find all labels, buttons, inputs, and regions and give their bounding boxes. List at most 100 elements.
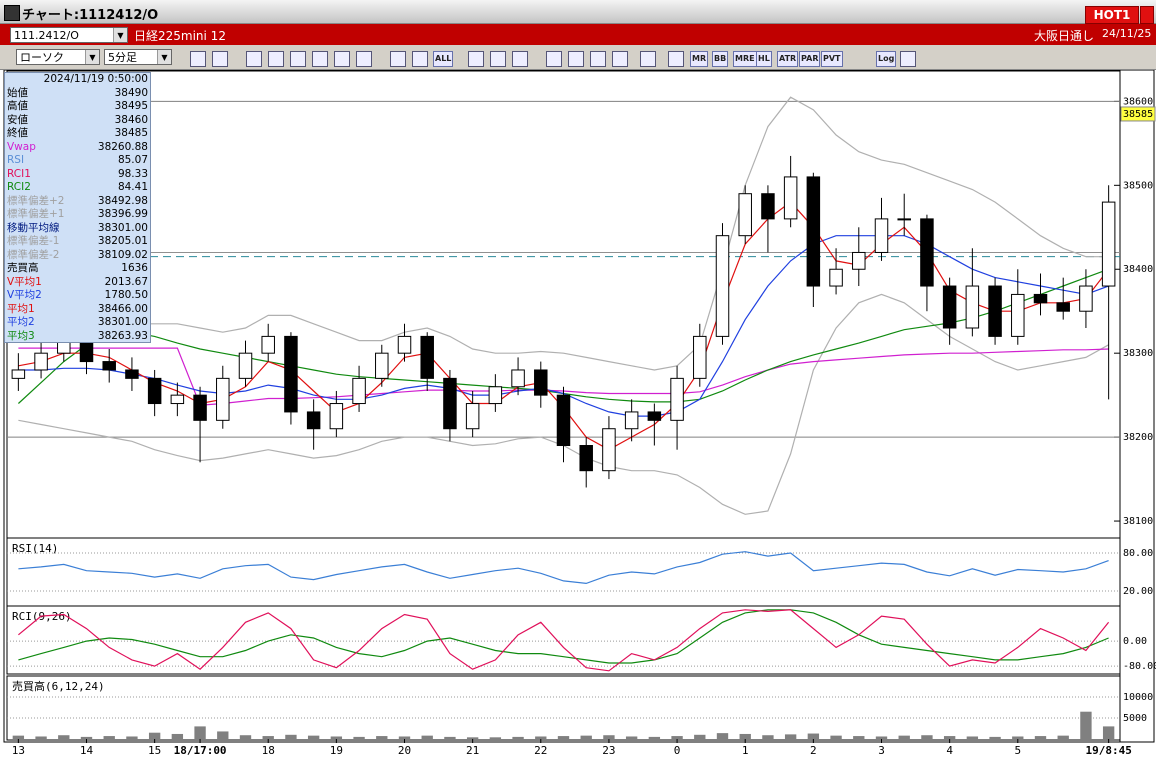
toolbar-icon[interactable] [568,51,584,67]
toolbar-icon[interactable] [468,51,484,67]
y-tick-label: 5000 [1123,713,1147,724]
info-value: 38490 [114,86,148,99]
bar [1034,736,1047,739]
toolbar-button[interactable]: HL [756,51,772,67]
candle-body [1011,293,1025,337]
window-title: チャート:1112412/O [22,8,159,23]
info-row: RSI 85.07 [7,154,148,168]
toolbar-icon[interactable] [268,51,284,67]
info-value: 1636 [121,262,148,274]
toolbar-icon[interactable] [190,51,206,67]
bar [921,735,933,739]
x-tick-label: 18/17:00 [174,744,227,757]
y-tick-label: 38600 [1123,96,1153,107]
bar [103,736,115,739]
candle-body [783,176,798,220]
bar [580,735,592,739]
y-tick-label: 38100 [1123,516,1153,527]
toolbar-icon[interactable] [312,51,328,67]
last-price-box [1120,106,1156,122]
hot-button[interactable]: HOT1 [1085,6,1139,24]
info-label: Vwap [7,140,36,153]
info-row: 標準偏差+1 38396.99 [7,208,148,222]
bar [330,736,343,739]
candle-body [693,335,707,379]
bar [307,735,320,739]
toolbar-icon[interactable] [390,51,406,67]
info-label: 移動平均線 [7,221,60,234]
bar [603,735,615,739]
candle-body [170,394,185,405]
bar [762,735,774,739]
toolbar-button[interactable]: MRE [733,51,757,67]
toolbar-button[interactable]: PVT [821,51,843,67]
bar [739,733,751,739]
toolbar-icon[interactable] [490,51,506,67]
candle-body [715,235,730,337]
close-button[interactable] [1140,6,1154,24]
toolbar-icon[interactable] [290,51,306,67]
candle-body [284,335,298,413]
candle-body [920,218,934,287]
info-value: 38301.00 [97,221,148,234]
symbol-input[interactable]: 111.2412/O ▼ [10,27,128,43]
bar [35,736,47,739]
symbol-bar: 111.2412/O ▼ 日経225mini 12 大阪日通し 24/11/25 [0,24,1156,45]
line [18,551,1109,585]
candle-body [965,285,980,329]
toolbar-icon[interactable] [900,51,916,67]
bar [285,734,297,739]
info-value: 38495 [114,100,148,112]
x-tick-label: 18 [262,744,275,757]
info-row: 移動平均線 38301.00 [7,222,148,236]
bar [262,736,274,739]
info-value: 85.07 [117,154,148,166]
y-tick-label: 20.00 [1123,586,1153,597]
toolbar-icon[interactable] [246,51,262,67]
chart-style-select[interactable]: ローソク ▼ [16,49,100,65]
info-row: 標準偏差-2 38109.02 [7,249,148,263]
bar [853,736,865,739]
info-row: 標準偏差+2 38492.98 [7,195,148,209]
line [18,609,1110,672]
toolbar-icon[interactable] [590,51,606,67]
toolbar-button[interactable]: ATR [777,51,799,67]
x-tick-label: 2 [810,744,817,757]
bar [875,736,888,739]
bar [1080,711,1092,739]
info-value: 38109.02 [97,248,148,261]
info-row: V平均1 2013.67 [7,276,148,290]
info-label: RCI2 [7,181,31,193]
toolbar-icon[interactable] [640,51,656,67]
toolbar-icon[interactable] [546,51,562,67]
info-value: 38205.01 [97,235,148,247]
toolbar-icon[interactable] [668,51,684,67]
toolbar-icon[interactable] [512,51,528,67]
info-label: 終値 [7,127,28,139]
toolbar-icon[interactable] [212,51,228,67]
info-panel: 2024/11/19 0:50:00 始値 38490 高値 38495 安値 38460… [4,72,151,343]
y-tick-label: 38500 [1123,180,1153,191]
bar [217,731,229,739]
info-value: 84.41 [117,181,148,193]
toolbar-button[interactable]: ALL [433,51,454,67]
toolbar-icon[interactable] [334,51,350,67]
pane-title: RSI(14) [12,542,58,555]
y-tick-label: 0.00 [1123,636,1147,647]
candle-body [147,377,162,405]
toolbar-button[interactable]: Log [876,51,897,67]
info-label: 平均2 [7,316,35,328]
toolbar-button[interactable]: PAR [799,51,821,67]
interval-select[interactable]: 5分足 ▼ [104,49,172,65]
info-value: 38460 [114,113,148,126]
bar [466,737,479,739]
candle-body [556,394,571,447]
toolbar-icon[interactable] [612,51,628,67]
info-label: 平均1 [7,302,35,315]
bar [398,736,411,739]
bar [807,733,820,739]
toolbar-icon[interactable] [356,51,372,67]
toolbar-icon[interactable] [412,51,428,67]
toolbar-button[interactable]: MR [690,51,709,67]
toolbar-button[interactable]: BB [712,51,729,67]
